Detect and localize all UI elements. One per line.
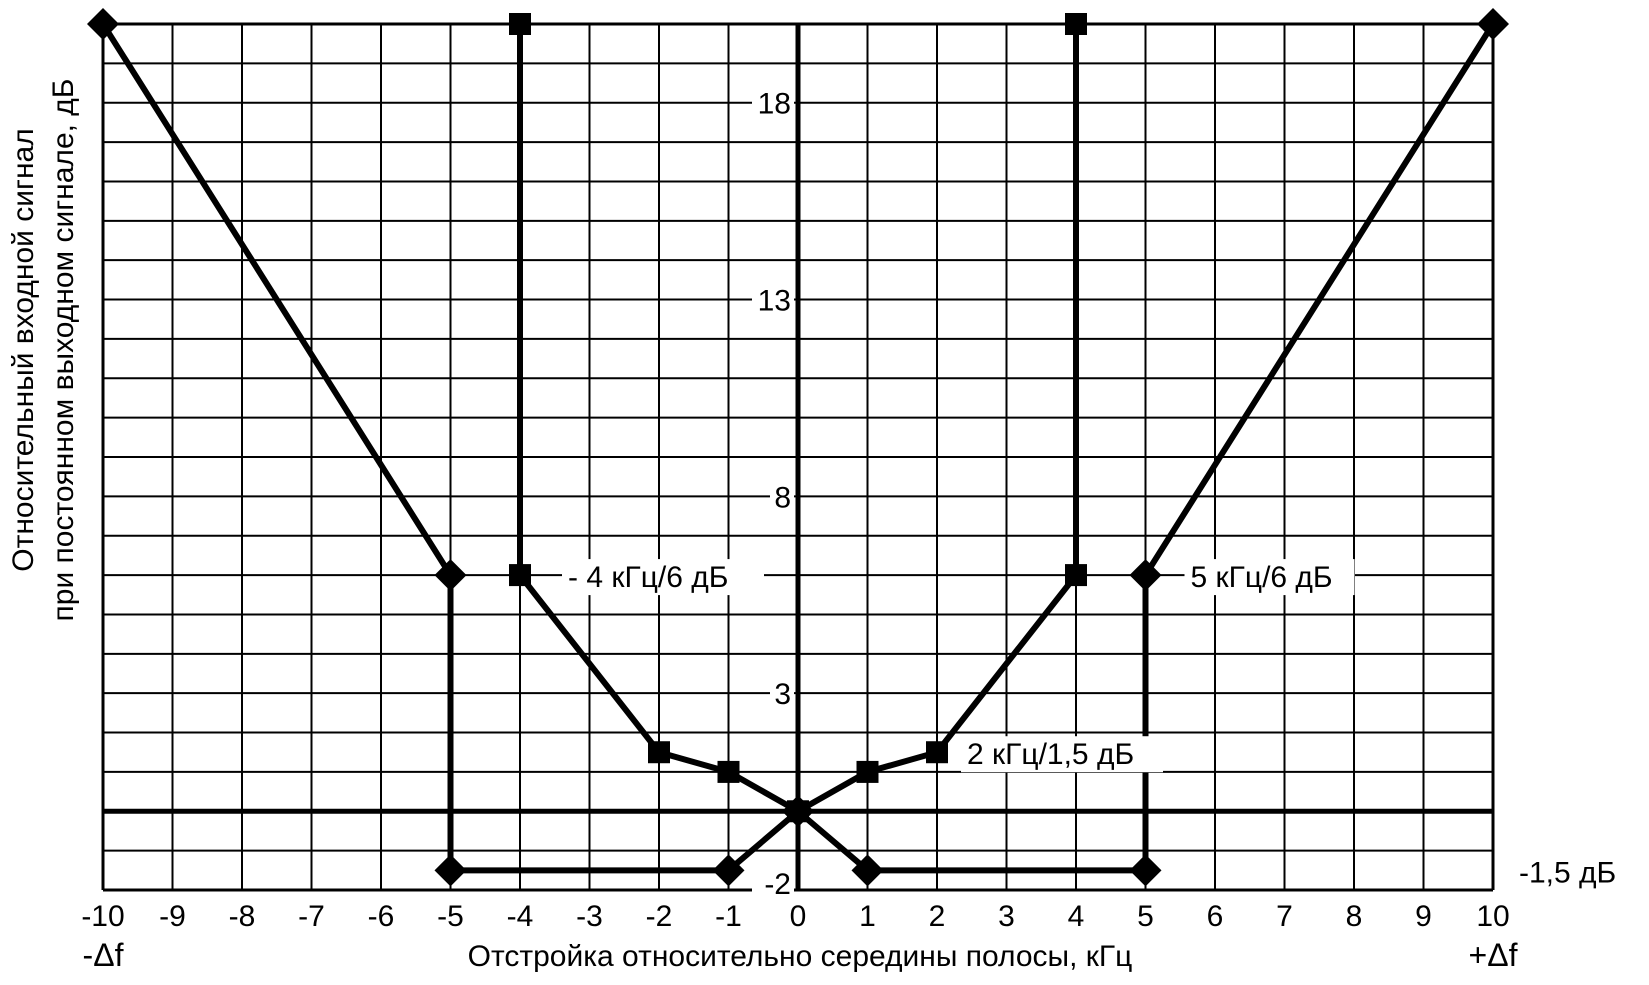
x-tick-label: 4 — [1068, 900, 1085, 933]
x-tick-label: -6 — [368, 900, 395, 933]
x-tick-label: 2 — [929, 900, 946, 933]
annotations-layer: - 4 кГц/6 дБ 5 кГц/6 дБ 2 кГц/1,5 дБ -1,5 д… — [562, 559, 1635, 891]
y-tick-label: -2 — [764, 868, 791, 901]
y-tick-label: 18 — [758, 88, 791, 121]
y-tick-label-bg — [770, 481, 794, 514]
y-tick-label-bg — [752, 284, 794, 317]
x-tick-label: 5 — [1137, 900, 1154, 933]
x-end-label-left: -Δf — [83, 937, 124, 973]
labels-layer: Отстройка относительно середины полосы, … — [7, 79, 1518, 973]
x-tick-label: 0 — [790, 900, 807, 933]
x-tick-label: 10 — [1476, 900, 1509, 933]
x-tick-label: 3 — [998, 900, 1015, 933]
annotation-5khz: 5 кГц/6 дБ — [1191, 561, 1333, 594]
x-tick-label: -9 — [159, 900, 186, 933]
x-tick-label: 8 — [1346, 900, 1363, 933]
x-tick-label: -5 — [437, 900, 464, 933]
x-tick-label: -4 — [507, 900, 534, 933]
x-tick-label: 7 — [1276, 900, 1293, 933]
data-point-square — [509, 564, 531, 587]
data-point-diamond — [434, 854, 467, 887]
data-point-diamond — [434, 559, 467, 592]
data-point-diamond — [851, 854, 884, 887]
data-point-diamond — [87, 8, 119, 40]
x-axis-title: Отстройка относительно середины полосы, … — [468, 940, 1133, 973]
data-point-square — [1065, 13, 1087, 35]
data-point-square — [856, 760, 879, 783]
x-tick-label: 1 — [859, 900, 876, 933]
data-point-diamond — [1129, 854, 1162, 887]
x-tick-label: -1 — [715, 900, 742, 933]
y-tick-label: 3 — [774, 678, 791, 711]
x-tick-label: -7 — [298, 900, 325, 933]
data-point-diamond — [712, 854, 745, 887]
data-point-diamond — [1129, 559, 1162, 592]
annotation-minus1-5db: -1,5 дБ — [1519, 856, 1616, 889]
annotation-minus1-5db-bg — [1513, 854, 1635, 891]
annotation-2khz-bg — [961, 736, 1163, 773]
axes: -10 -9 -8 -7 -6 -5 -4 -3 -2 -1 0 1 2 3 4 5 6 7 8 9 10181383-… — [81, 24, 1510, 933]
y-tick-label-bg — [770, 678, 794, 711]
annotation-2khz: 2 кГц/1,5 дБ — [967, 738, 1134, 771]
y-tick-label: 8 — [774, 481, 791, 514]
x-end-label-right: +Δf — [1469, 937, 1518, 973]
y-tick-label: 13 — [758, 285, 791, 318]
data-point-square — [509, 13, 531, 35]
x-tick-label: -10 — [81, 900, 124, 933]
annotation-5khz-bg — [1184, 559, 1355, 596]
data-point-diamond — [1477, 8, 1509, 40]
y-tick-label-bg — [752, 87, 794, 120]
series-layer — [87, 8, 1509, 887]
y-axis-title-line2: при постоянном выходном сигнале, дБ — [47, 79, 80, 622]
y-tick-label-bg — [752, 868, 794, 900]
x-tick-label: 9 — [1415, 900, 1432, 933]
annotation-minus4khz-bg — [562, 559, 764, 596]
data-point-square — [1065, 564, 1087, 587]
x-tick-label: -8 — [229, 900, 256, 933]
data-point-square — [648, 741, 670, 764]
annotation-minus4khz: - 4 кГц/6 дБ — [568, 561, 728, 594]
x-tick-label: 6 — [1207, 900, 1224, 933]
data-point-square — [717, 760, 740, 783]
data-point-square — [787, 800, 809, 823]
data-point-square — [926, 741, 948, 764]
y-axis-title-line1: Относительный входной сигнал — [7, 128, 40, 571]
x-tick-label: -2 — [646, 900, 673, 933]
x-tick-label: -3 — [576, 900, 603, 933]
